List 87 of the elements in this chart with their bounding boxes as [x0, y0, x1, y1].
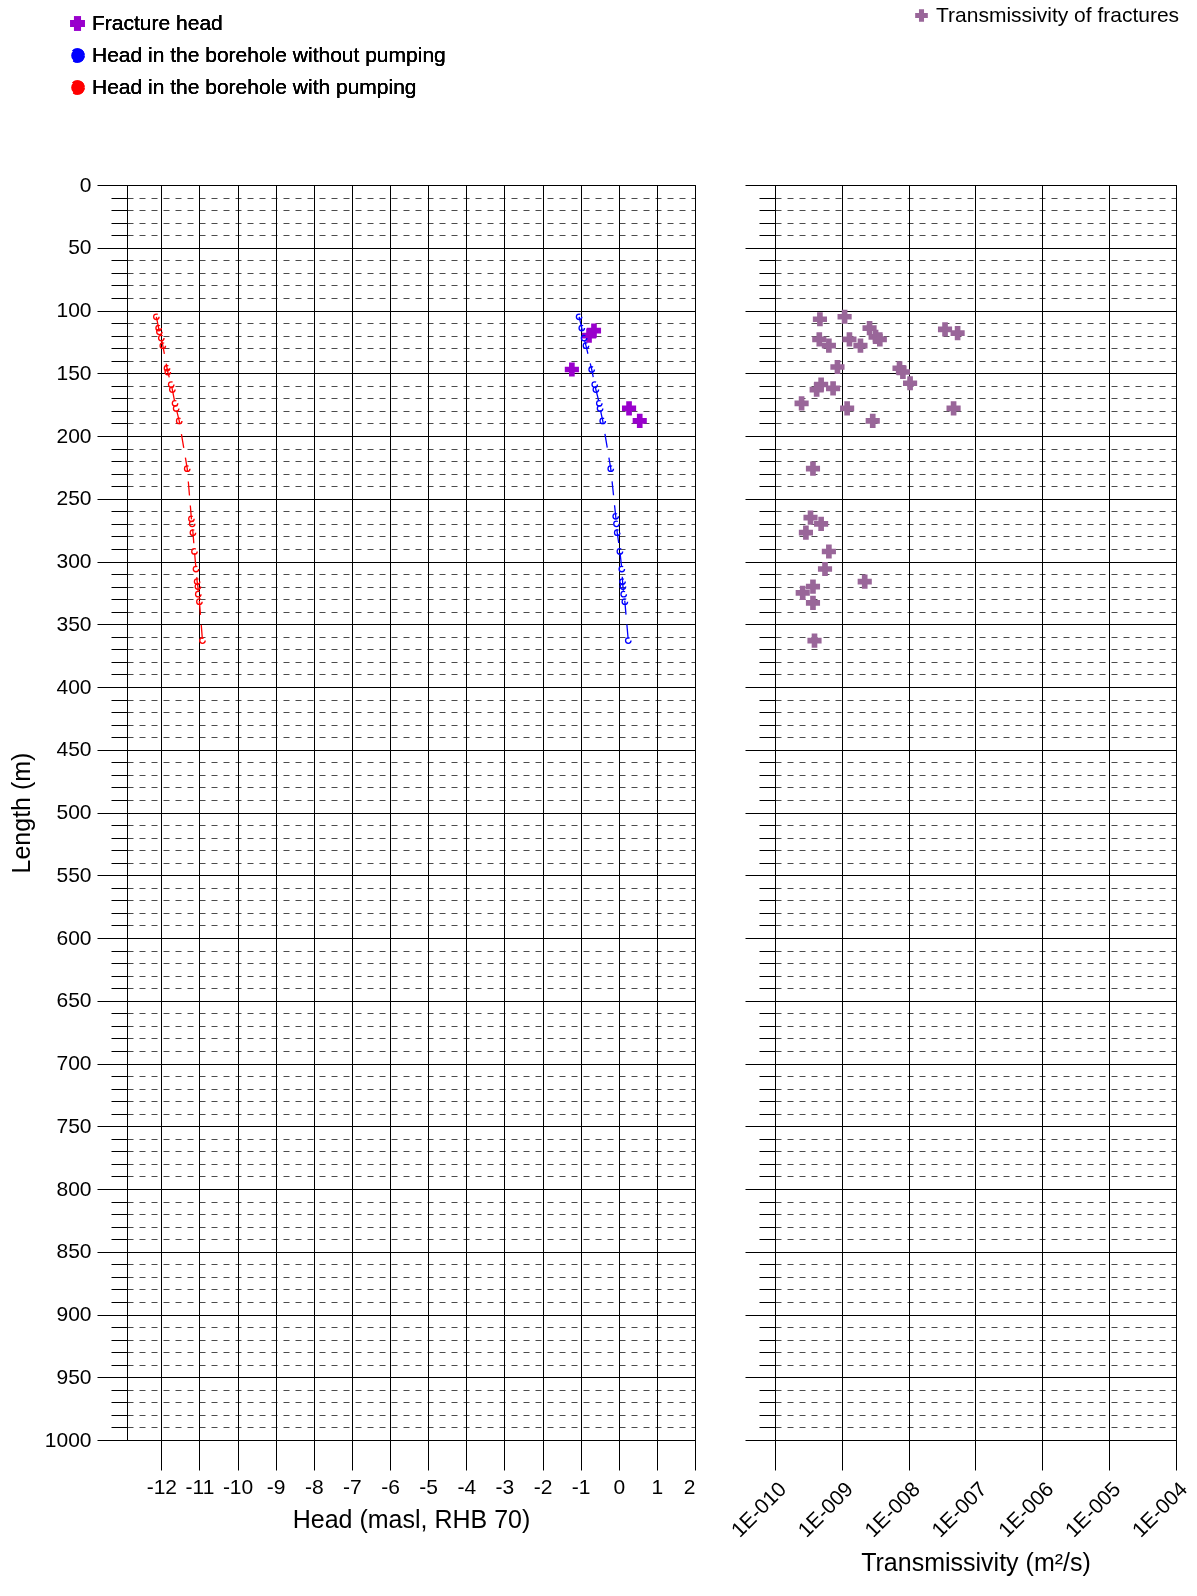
point — [595, 399, 603, 407]
y-tick-label: 950 — [56, 1364, 92, 1388]
x-tick-label: -3 — [495, 1474, 515, 1498]
y-tick-label: 200 — [56, 423, 92, 447]
legend-label: Head in the borehole with pumping — [92, 74, 417, 98]
x-tick-label: 0 — [613, 1474, 626, 1498]
point — [172, 405, 180, 412]
x-tick-label: 1 — [651, 1474, 664, 1498]
y-tick-label: 350 — [56, 611, 92, 635]
point — [599, 417, 607, 425]
y-tick-label: 800 — [56, 1176, 92, 1200]
y-tick-label: 150 — [56, 360, 92, 384]
point — [618, 565, 626, 573]
x-tick-label: -4 — [457, 1474, 477, 1498]
point — [612, 512, 620, 520]
point — [620, 590, 628, 598]
point — [156, 328, 163, 336]
y-tick-label: 100 — [56, 298, 92, 321]
point — [564, 362, 579, 377]
point — [194, 590, 202, 598]
point — [592, 386, 600, 393]
y-tick-label: 450 — [56, 737, 92, 761]
point — [196, 598, 203, 606]
point — [596, 405, 604, 412]
y-tick-label: 1000 — [44, 1427, 92, 1451]
point — [191, 548, 198, 555]
y-tick-label: 300 — [56, 549, 92, 572]
point — [621, 598, 629, 606]
x-tick-label: -9 — [266, 1474, 286, 1498]
y-tick-label: 500 — [56, 800, 92, 823]
x-tick-label: -2 — [533, 1474, 553, 1498]
point — [188, 520, 196, 528]
y-tick-label: 550 — [56, 862, 92, 886]
x-tick-label: -12 — [146, 1474, 177, 1498]
y-tick-label: 400 — [56, 674, 92, 698]
y-tick-label: 250 — [56, 486, 92, 510]
y-tick-label: 850 — [56, 1239, 92, 1263]
y-tick-label: 0 — [79, 172, 92, 196]
point — [616, 548, 624, 555]
point — [619, 583, 627, 590]
point — [183, 465, 191, 473]
point — [171, 399, 179, 407]
point — [192, 565, 200, 573]
legend-label: Transmissivity of fractures — [936, 2, 1180, 26]
point — [159, 342, 167, 350]
x-tick-label: -10 — [222, 1474, 254, 1498]
point — [194, 583, 202, 590]
x-axis-title: Transmissivity (m²/s) — [861, 1548, 1091, 1577]
point — [621, 401, 637, 416]
legend-label: Head in the borehole without pumping — [92, 42, 446, 66]
y-tick-label: 900 — [56, 1302, 92, 1325]
y-tick-label: 600 — [56, 925, 92, 949]
point — [588, 366, 596, 373]
x-tick-label: -5 — [419, 1474, 438, 1498]
point — [164, 368, 172, 376]
legend-label: Fracture head — [92, 10, 223, 34]
x-tick-label: -11 — [185, 1474, 215, 1498]
point — [168, 386, 176, 393]
y-axis-title: Length (m) — [6, 752, 35, 874]
point — [578, 324, 586, 332]
point — [155, 324, 163, 332]
point — [581, 328, 597, 343]
point — [163, 364, 171, 372]
point — [167, 381, 175, 388]
x-tick-label: -7 — [343, 1474, 362, 1498]
point — [607, 465, 615, 473]
point — [591, 381, 599, 388]
point — [582, 342, 590, 350]
x-axis-title: Head (masl, RHB 70) — [292, 1504, 531, 1533]
x-tick-label: -8 — [304, 1474, 324, 1498]
point — [189, 529, 197, 537]
point — [188, 515, 195, 523]
y-tick-label: 650 — [56, 988, 92, 1012]
y-tick-label: 750 — [56, 1113, 92, 1137]
point — [613, 529, 621, 537]
x-tick-label: -6 — [381, 1474, 400, 1498]
x-tick-label: 2 — [683, 1474, 696, 1498]
point — [193, 578, 201, 585]
point — [580, 334, 588, 342]
x-tick-label: -1 — [571, 1474, 591, 1498]
point — [175, 417, 183, 425]
point — [613, 520, 620, 528]
y-tick-label: 50 — [68, 235, 92, 259]
point — [619, 578, 626, 585]
point — [632, 413, 647, 429]
point — [157, 334, 165, 342]
y-tick-label: 700 — [56, 1051, 92, 1074]
